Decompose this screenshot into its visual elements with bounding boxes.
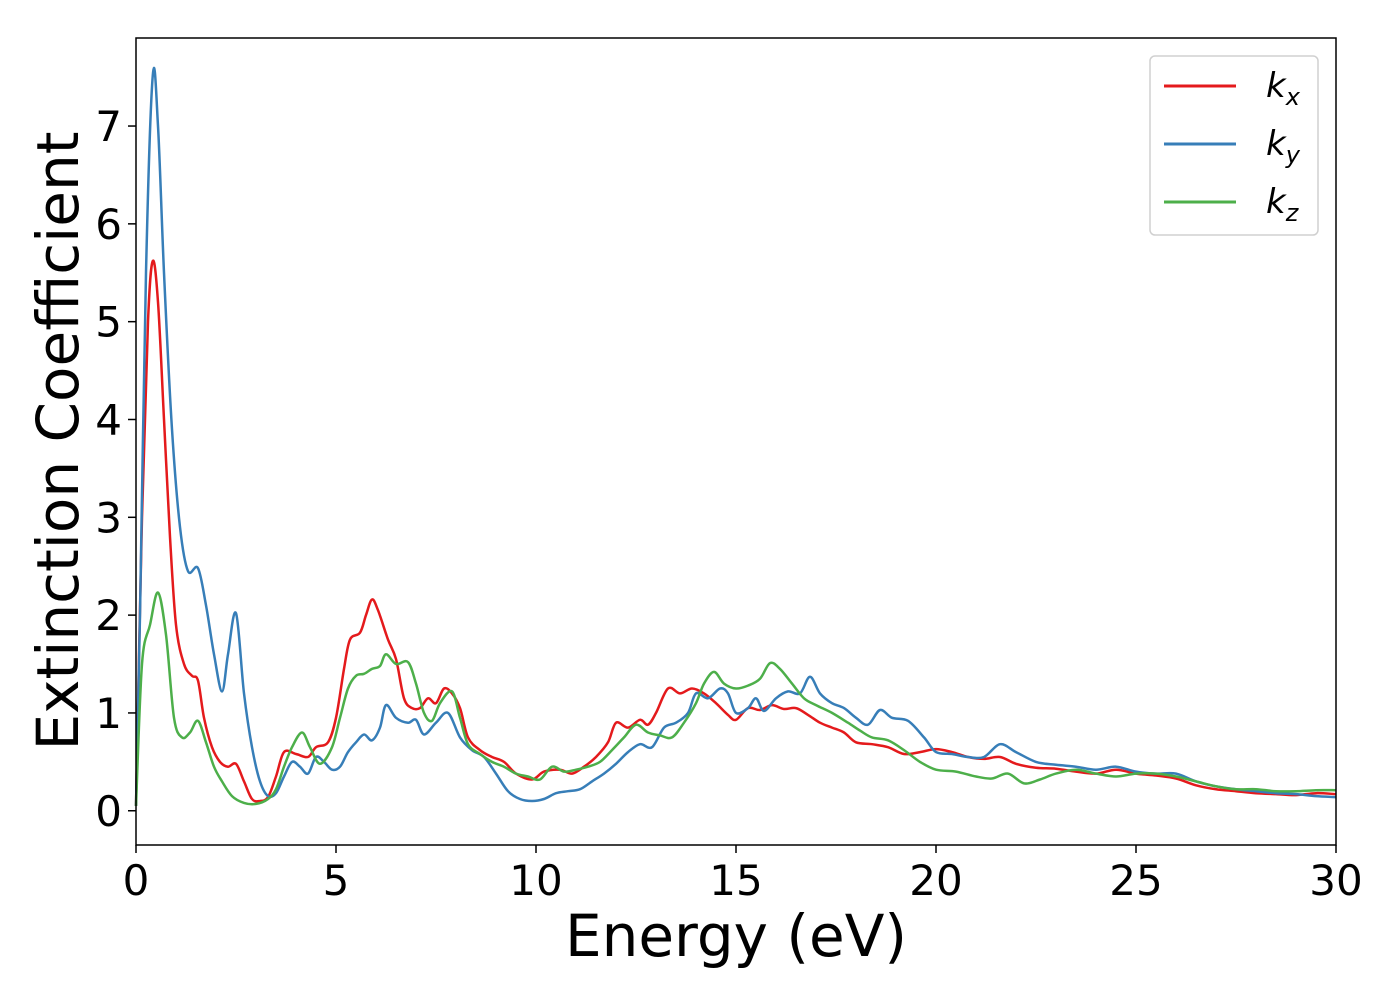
series-layer xyxy=(134,66,1337,806)
x-tick-label: 30 xyxy=(1309,856,1362,905)
x-tick-label: 5 xyxy=(323,856,350,905)
x-tick-label: 20 xyxy=(909,856,962,905)
y-tick-label: 7 xyxy=(95,102,122,151)
x-tick-label: 25 xyxy=(1109,856,1162,905)
y-axis-title: Extinction Coefficient xyxy=(24,132,92,751)
y-tick-label: 4 xyxy=(95,395,122,444)
y-tick-label: 1 xyxy=(95,689,122,738)
y-tick-label: 2 xyxy=(95,591,122,640)
x-axis-title: Energy (eV) xyxy=(565,902,907,970)
series-line-ky xyxy=(134,66,1337,806)
series-line-kz xyxy=(134,591,1337,806)
x-axis-ticks: 0 5 10 15 20 25 30 xyxy=(123,845,1363,905)
y-tick-label: 3 xyxy=(95,493,122,542)
x-tick-label: 10 xyxy=(509,856,562,905)
y-tick-label: 6 xyxy=(95,200,122,249)
x-tick-label: 15 xyxy=(709,856,762,905)
y-tick-label: 0 xyxy=(95,787,122,836)
y-tick-label: 5 xyxy=(95,298,122,347)
x-tick-label: 0 xyxy=(123,856,150,905)
y-axis-ticks: 0 1 2 3 4 5 6 7 xyxy=(95,102,136,836)
